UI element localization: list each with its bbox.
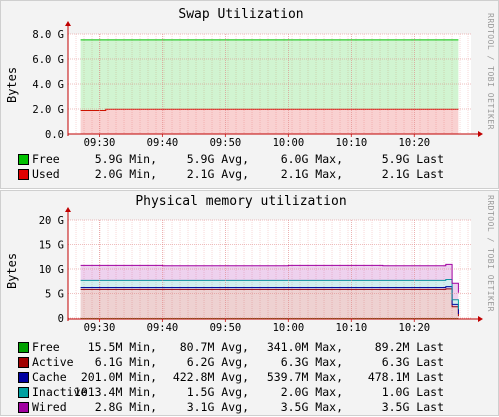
y-tick-label: 2.0 G (32, 104, 64, 116)
y-axis-arrow (65, 207, 71, 212)
x-tick-label: 10:00 (273, 137, 305, 149)
legend-max-value: 539.7M Max, (253, 370, 343, 384)
legend: Free 5.9G Min,5.9G Avg, 6.0G Max,5.9G Last… (1, 152, 499, 182)
y-tick-label: 8.0 G (32, 29, 64, 41)
x-tick-label: 09:40 (147, 322, 179, 334)
x-tick-label: 10:20 (399, 322, 431, 334)
legend-last-value: 3.5G Last (344, 400, 444, 414)
series-area-free (81, 40, 459, 111)
legend-label: Free (32, 340, 60, 354)
legend-swatch (18, 357, 29, 368)
x-tick-label: 10:00 (273, 322, 305, 334)
y-tick-label: 0 (58, 313, 64, 325)
memory-chart-panel: Physical memory utilization Bytes RRDTOO… (0, 190, 499, 416)
legend-swatch (18, 372, 29, 383)
legend-max-value: 2.1G Max, (253, 167, 343, 181)
legend-max-value: 341.0M Max, (253, 340, 343, 354)
legend-avg-value: 1.5G Avg, (159, 385, 249, 399)
legend-swatch (18, 387, 29, 398)
legend-last-value: 478.1M Last (344, 370, 444, 384)
legend-row: Free 5.9G Min,5.9G Avg, 6.0G Max,5.9G Last (1, 152, 499, 167)
legend-min-value: 2.0G Min, (71, 167, 157, 181)
legend-min-value: 1013.4M Min, (59, 385, 157, 399)
x-tick-label: 10:10 (336, 137, 368, 149)
legend-max-value: 6.0G Max, (253, 152, 343, 166)
legend-min-value: 2.8G Min, (59, 400, 157, 414)
y-tick-label: 15 G (39, 240, 64, 252)
series-area-active (81, 289, 459, 319)
legend-max-value: 2.0G Max, (253, 385, 343, 399)
legend-last-value: 2.1G Last (344, 167, 444, 181)
legend-label: Used (32, 167, 60, 181)
legend-max-value: 3.5G Max, (253, 400, 343, 414)
legend-avg-value: 6.2G Avg, (159, 355, 249, 369)
legend-min-value: 201.0M Min, (59, 370, 157, 384)
legend-min-value: 6.1G Min, (59, 355, 157, 369)
legend-swatch (18, 402, 29, 413)
legend-row: Used 2.0G Min,2.1G Avg, 2.1G Max,2.1G Last (1, 167, 499, 182)
x-axis-arrow (478, 131, 483, 137)
y-tick-label: 4.0 G (32, 79, 64, 91)
x-tick-label: 09:40 (147, 137, 179, 149)
legend-swatch (18, 154, 29, 165)
legend-avg-value: 2.1G Avg, (159, 167, 249, 181)
legend-max-value: 6.3G Max, (253, 355, 343, 369)
y-tick-label: 6.0 G (32, 54, 64, 66)
legend-last-value: 5.9G Last (344, 152, 444, 166)
legend-swatch (18, 342, 29, 353)
x-tick-label: 09:30 (84, 137, 116, 149)
y-tick-label: 20 G (39, 215, 64, 227)
legend-min-value: 5.9G Min, (71, 152, 157, 166)
y-tick-label: 0.0 (45, 129, 64, 141)
legend-avg-value: 3.1G Avg, (159, 400, 249, 414)
y-tick-label: 10 G (39, 264, 64, 276)
swap-chart-panel: Swap Utilization Bytes RRDTOOL / TOBI OE… (0, 0, 499, 189)
legend-avg-value: 422.8M Avg, (159, 370, 249, 384)
x-tick-label: 09:50 (210, 322, 242, 334)
x-tick-label: 10:20 (399, 137, 431, 149)
x-tick-label: 10:10 (336, 322, 368, 334)
y-tick-label: 5 G (45, 289, 64, 301)
x-tick-label: 09:30 (84, 322, 116, 334)
legend-avg-value: 5.9G Avg, (159, 152, 249, 166)
series-area-used (81, 109, 459, 134)
legend-avg-value: 80.7M Avg, (159, 340, 249, 354)
legend-last-value: 89.2M Last (344, 340, 444, 354)
legend-min-value: 15.5M Min, (59, 340, 157, 354)
legend-swatch (18, 169, 29, 180)
x-tick-label: 09:50 (210, 137, 242, 149)
legend-label: Free (32, 152, 60, 166)
legend-last-value: 6.3G Last (344, 355, 444, 369)
y-axis-arrow (65, 21, 71, 26)
x-axis-arrow (478, 316, 483, 322)
legend-last-value: 1.0G Last (344, 385, 444, 399)
